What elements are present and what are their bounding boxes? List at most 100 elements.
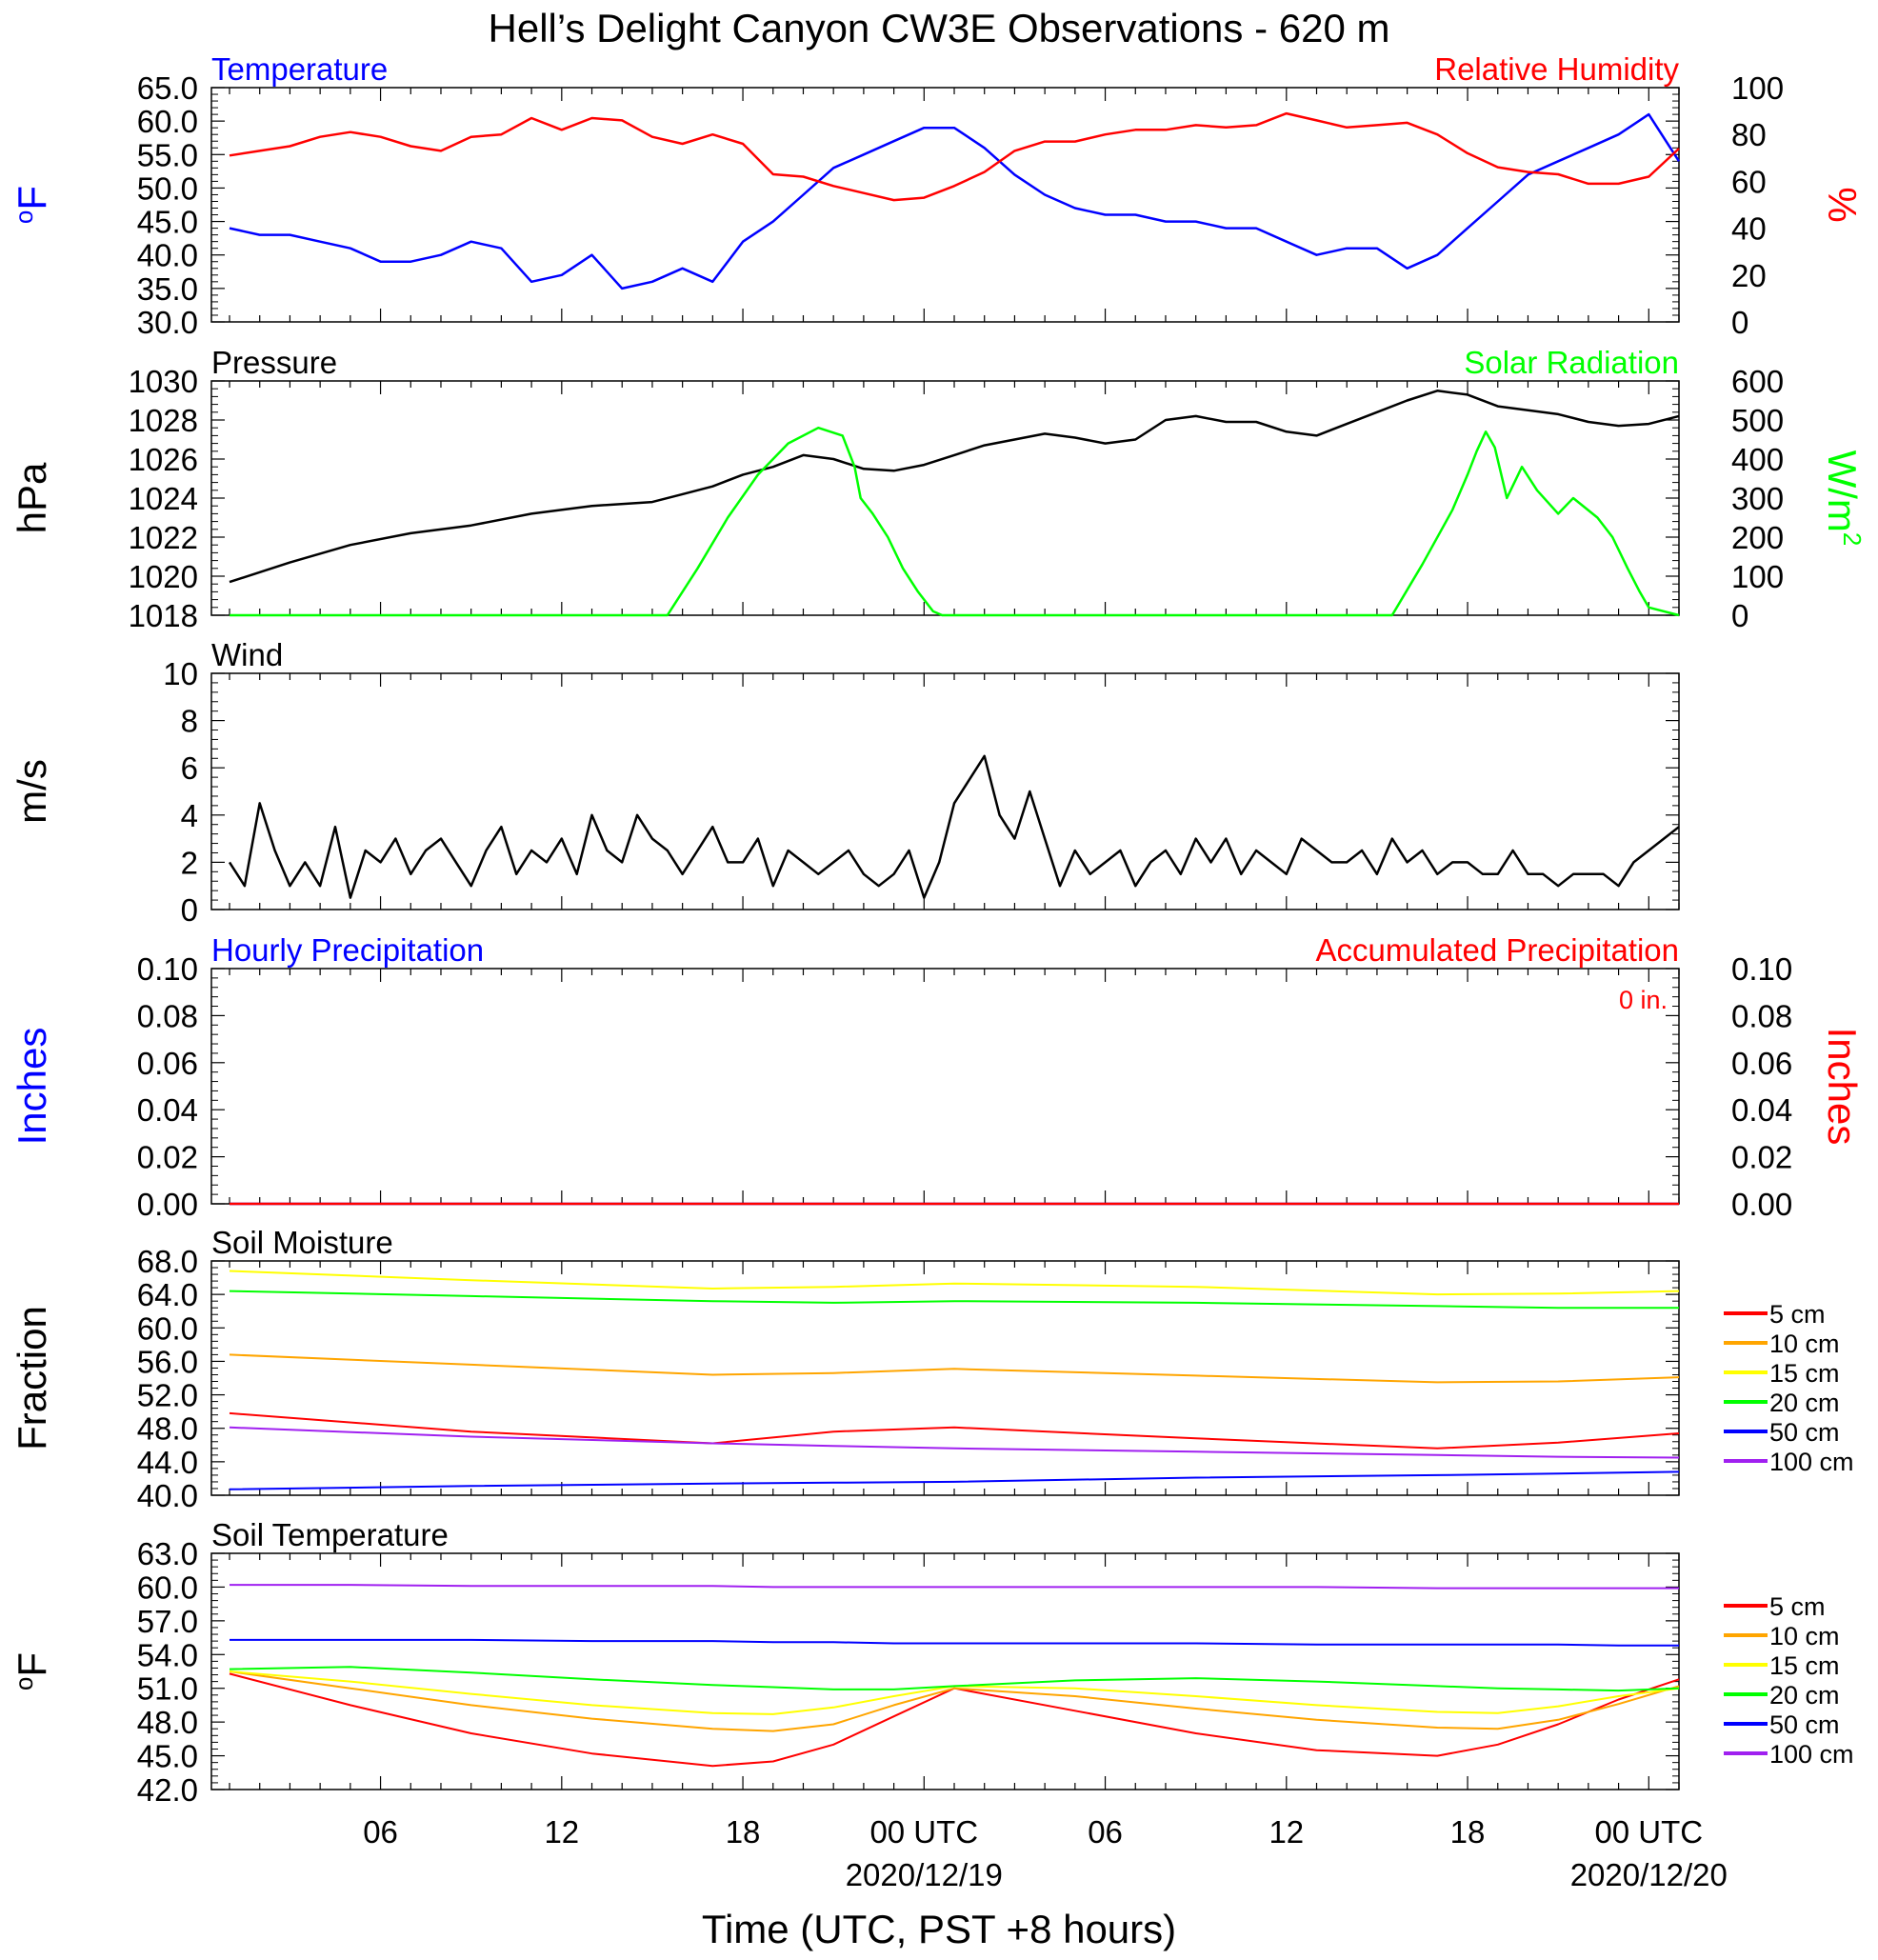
ytick-label-left: 50.0 [137,170,198,206]
ytick-label-left: 2 [181,845,198,880]
series-line-relative-humidity [229,111,1680,202]
ytick-label-right: 0.08 [1731,998,1792,1033]
xtick-label: 18 [726,1814,761,1850]
series-line-temperature [229,112,1681,290]
series-line-100-cm [229,1426,1680,1459]
ylabel-right: % [1820,187,1865,222]
ytick-label-left: 1030 [129,364,198,399]
xtick-label: 06 [363,1814,398,1850]
panel-title-left: Temperature [211,51,388,87]
xtick-date-label: 2020/12/20 [1570,1857,1728,1892]
ytick-label-left: 6 [181,750,198,786]
panel-soil-temperature: 42.045.048.051.054.057.060.063.0 Soil Tem… [10,1517,1854,1808]
ytick-label-left: 54.0 [137,1637,198,1672]
ytick-label-right: 300 [1731,481,1784,516]
legend-label: 10 cm [1769,1330,1840,1358]
legend-label: 5 cm [1769,1300,1826,1329]
ytick-label-left: 35.0 [137,271,198,307]
legend-label: 100 cm [1769,1740,1854,1769]
ytick-label-left: 4 [181,798,198,833]
ytick-label-left: 65.0 [137,70,198,106]
series-line-5-cm [229,1411,1680,1450]
xtick-label: 12 [1269,1814,1304,1850]
ylabel-right: Inches [1820,1028,1865,1146]
legend-label: 15 cm [1769,1359,1840,1388]
ytick-label-left: 60.0 [137,1570,198,1605]
series-line-10-cm [229,1670,1680,1732]
ytick-label-left: 68.0 [137,1244,198,1279]
panel-title-left: Hourly Precipitation [211,932,484,968]
ytick-label-right: 60 [1731,164,1767,199]
ylabel-left: Fraction [10,1306,54,1450]
ytick-label-right: 200 [1731,520,1784,555]
legend-label: 50 cm [1769,1418,1840,1447]
legend-label: 15 cm [1769,1651,1840,1680]
xaxis-title: Time (UTC, PST +8 hours) [702,1907,1176,1951]
ytick-label-right: 100 [1731,559,1784,594]
ylabel-left: m/s [10,759,54,824]
ytick-label-left: 1018 [129,598,198,633]
ytick-label-left: 0.08 [137,998,198,1033]
ytick-label-left: 51.0 [137,1671,198,1707]
ytick-label-right: 40 [1731,211,1767,247]
ytick-label-right: 500 [1731,403,1784,438]
ytick-label-left: 44.0 [137,1445,198,1480]
legend-label: 10 cm [1769,1622,1840,1650]
plot-frame [210,672,1680,910]
panel-title-right: Accumulated Precipitation [1315,932,1679,968]
series-line-10-cm [229,1353,1680,1384]
ytick-label-left: 0.02 [137,1140,198,1175]
ylabel-left: hPa [10,462,54,533]
series-line-50-cm [229,1470,1680,1490]
ytick-label-left: 30.0 [137,305,198,340]
chart-title: Hell’s Delight Canyon CW3E Observations … [489,6,1390,50]
ytick-label-right: 0.06 [1731,1046,1792,1081]
panel-annotation: 0 in. [1619,986,1668,1014]
panel-pressure-solar: 1018 1020 1022 1024 1026 1028 1030 0 100 200 300 40… [10,345,1867,633]
ytick-label-left: 48.0 [137,1411,198,1447]
series-line-50-cm [230,1638,1679,1647]
panel-title-right: Solar Radiation [1464,345,1679,380]
series-line-pressure [229,390,1680,584]
ytick-label-left: 56.0 [137,1344,198,1379]
ylabel-right: W/m2 [1820,450,1867,547]
panel-title-left: Soil Moisture [211,1225,393,1260]
panel-wind: 0 2 4 6 8 10 Wind m/s [10,637,1680,928]
series-line-solar-radiation [230,426,1680,617]
ytick-label-left: 1028 [129,403,198,438]
ytick-label-right: 400 [1731,442,1784,477]
ytick-label-right: 0.00 [1731,1187,1792,1222]
ytick-label-left: 0.04 [137,1092,198,1128]
xtick-label: 12 [544,1814,579,1850]
plot-frame [210,87,1680,323]
ytick-label-left: 48.0 [137,1705,198,1740]
legend-label: 20 cm [1769,1389,1840,1417]
series-line-20-cm [229,1290,1679,1310]
ytick-label-left: 64.0 [137,1277,198,1312]
legend-label: 100 cm [1769,1448,1854,1476]
legend-label: 50 cm [1769,1710,1840,1739]
ylabel-left: oF [10,1652,54,1690]
series-line-15-cm [229,1270,1680,1296]
ytick-label-left: 1026 [129,442,198,477]
ytick-label-left: 42.0 [137,1772,198,1808]
ytick-label-left: 57.0 [137,1604,198,1639]
ytick-label-left: 60.0 [137,104,198,139]
ytick-label-left: 45.0 [137,1739,198,1774]
ytick-label-right: 0.04 [1731,1092,1792,1128]
ytick-label-right: 0.10 [1731,951,1792,987]
plot-frame [210,1552,1680,1790]
ytick-label-right: 600 [1731,364,1784,399]
xtick-label: 00 UTC [1594,1814,1703,1850]
ytick-label-left: 10 [163,656,198,691]
ytick-label-left: 55.0 [137,137,198,172]
ytick-label-left: 52.0 [137,1378,198,1413]
panel-title-left: Pressure [211,345,337,380]
series-line-20-cm [229,1666,1680,1692]
series-line-100-cm [230,1584,1679,1590]
panel-title-right: Relative Humidity [1434,51,1679,87]
legend-label: 20 cm [1769,1681,1840,1710]
ylabel-left: Inches [10,1028,54,1146]
